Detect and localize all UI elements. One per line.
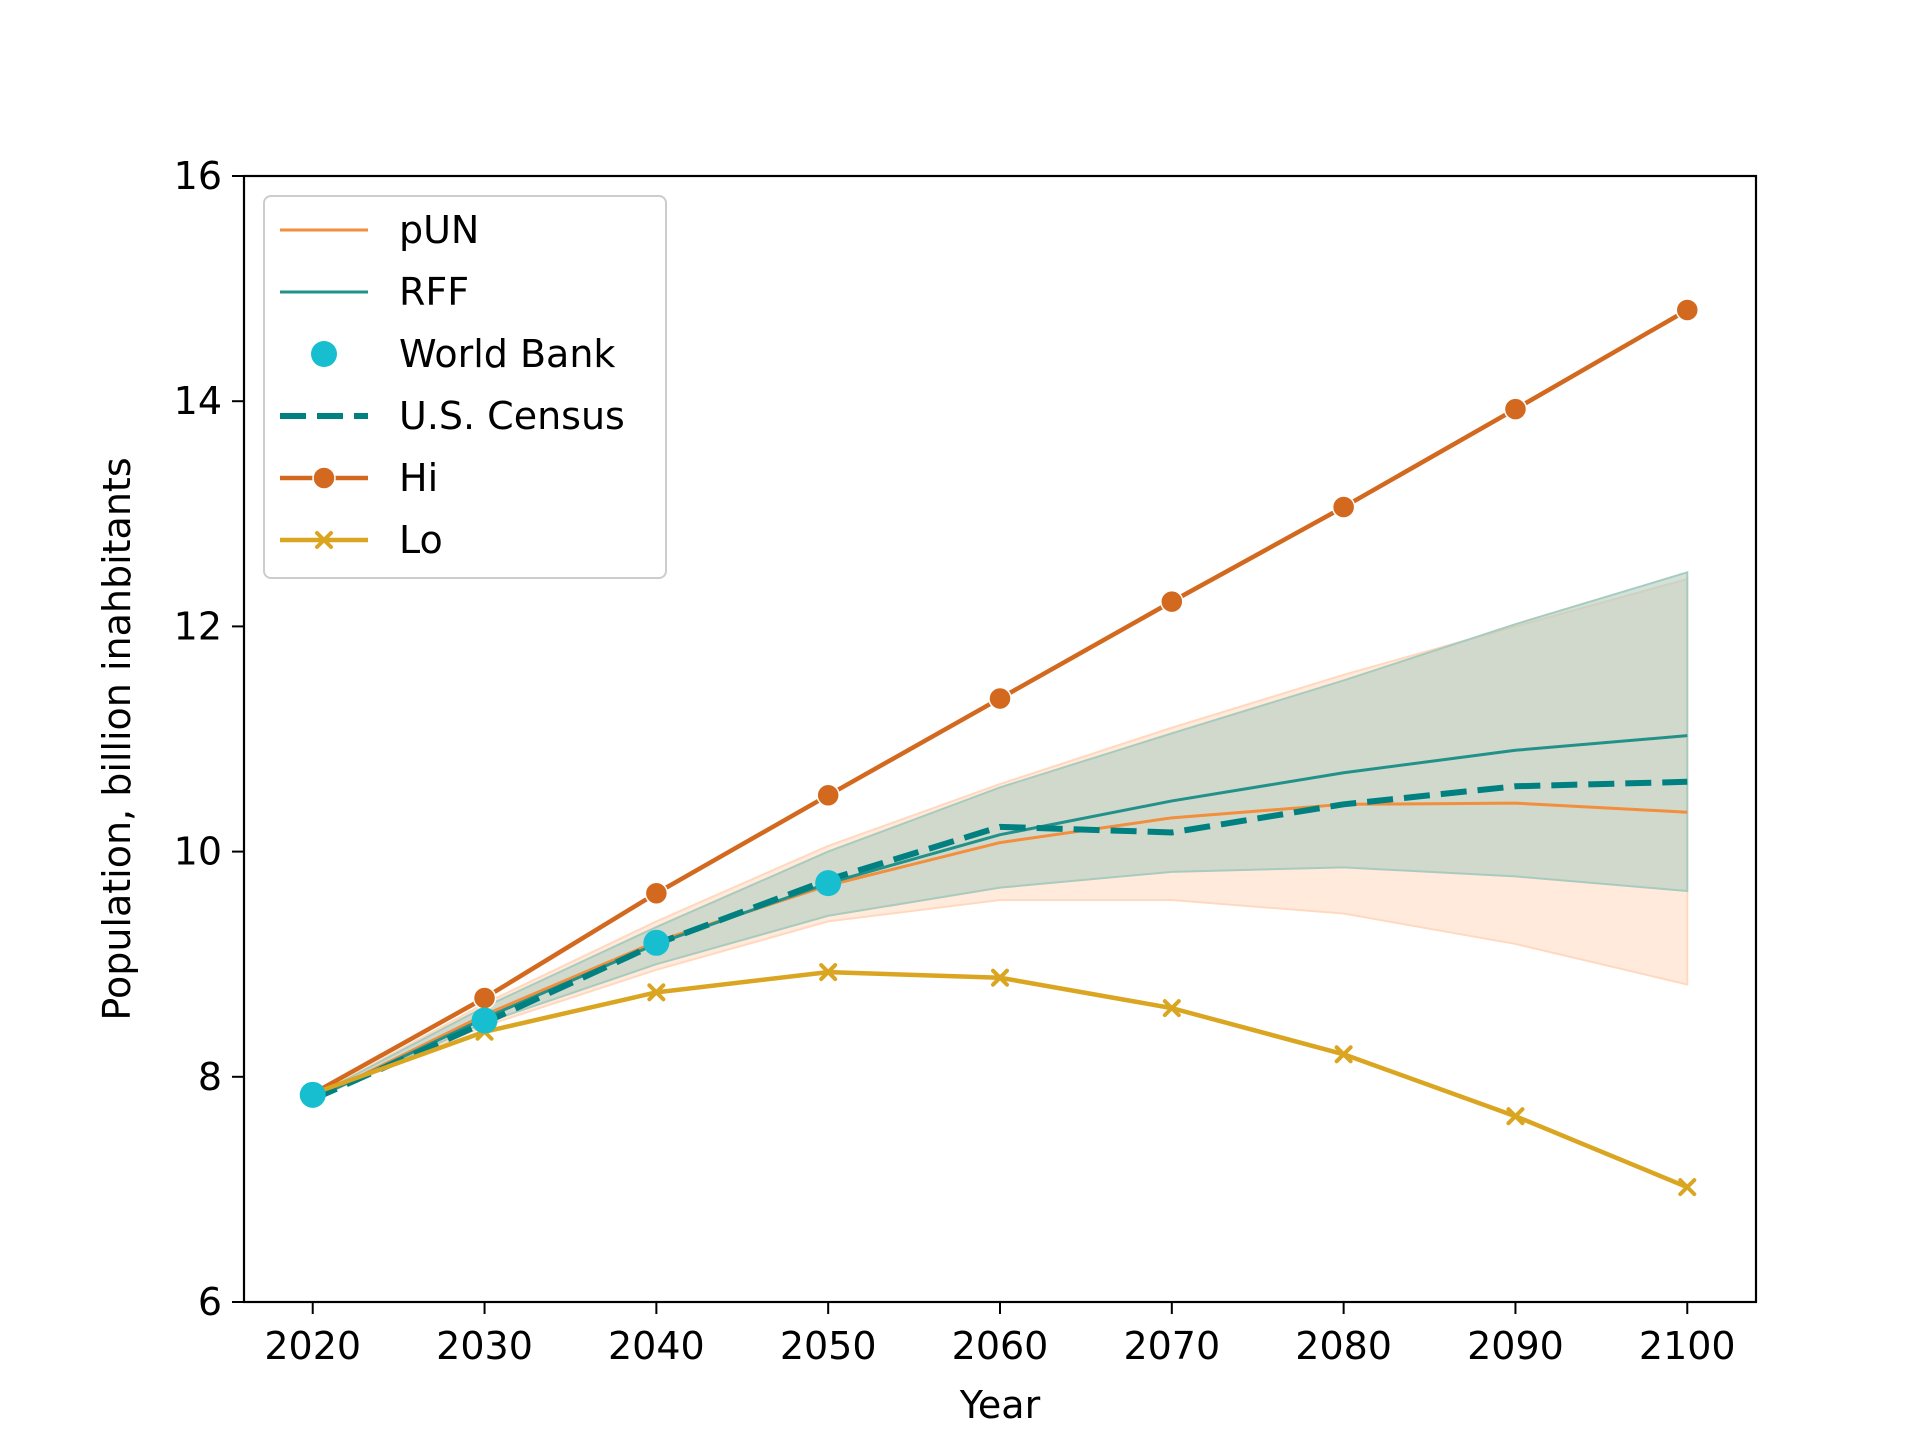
y-axis-title: Population, billion inahbitants <box>95 457 139 1020</box>
lo-marker <box>1678 1178 1697 1197</box>
legend-hi-marker <box>312 466 336 490</box>
series-markers <box>299 298 1700 1197</box>
hi-marker <box>1331 495 1356 519</box>
legend-rff-label: RFF <box>399 270 469 314</box>
lo-marker <box>819 963 838 982</box>
y-tick-label: 16 <box>174 154 222 198</box>
x-tick-label: 2030 <box>436 1324 533 1368</box>
lo-marker <box>1162 999 1181 1018</box>
hi-marker <box>1503 397 1528 421</box>
y-axis-ticks: 6 8 10 12 14 16 <box>174 154 244 1324</box>
legend: pUN RFF World Bank U.S. Census Hi Lo <box>263 195 667 579</box>
hi-marker <box>1160 589 1184 614</box>
hi-marker <box>1675 298 1700 322</box>
x-tick-label: 2090 <box>1467 1324 1564 1368</box>
x-tick-label: 2060 <box>952 1324 1049 1368</box>
legend-lo-marker <box>315 531 333 549</box>
legend-pun-label: pUN <box>399 208 479 252</box>
y-tick-label: 14 <box>174 379 222 423</box>
pun-line <box>312 801 1688 1101</box>
x-tick-label: 2050 <box>780 1324 877 1368</box>
x-axis-title: Year <box>959 1383 1041 1427</box>
hi-marker <box>472 986 497 1010</box>
legend-lo-label: Lo <box>399 518 443 562</box>
lo-marker <box>1334 1045 1353 1064</box>
legend-u-s-census-label: U.S. Census <box>399 394 625 438</box>
x-tick-label: 2100 <box>1639 1324 1736 1368</box>
legend-world-bank-swatch <box>311 341 337 367</box>
legend-hi-label: Hi <box>399 456 438 500</box>
world-bank-point <box>815 870 842 897</box>
y-tick-label: 8 <box>198 1055 222 1099</box>
x-tick-label: 2080 <box>1295 1324 1392 1368</box>
world-bank-point <box>643 929 670 956</box>
hi-marker <box>644 881 669 906</box>
world-bank-point <box>299 1081 326 1108</box>
lo-marker <box>991 968 1009 987</box>
hi-marker <box>816 783 840 808</box>
x-axis-ticks: 2020 2030 2040 2050 2060 2070 2080 2090 2100 <box>264 1302 1736 1368</box>
lo-marker <box>647 983 666 1002</box>
hi-marker <box>988 686 1012 711</box>
x-tick-label: 2020 <box>264 1324 361 1368</box>
x-tick-label: 2070 <box>1123 1324 1220 1368</box>
u-s-census-line <box>311 778 1688 1103</box>
lo-marker <box>1506 1107 1525 1126</box>
rff-line <box>312 734 1688 1101</box>
legend-box <box>263 195 667 579</box>
y-tick-label: 6 <box>198 1280 222 1324</box>
y-tick-label: 12 <box>174 604 222 648</box>
world-bank-point <box>471 1007 498 1034</box>
y-tick-label: 10 <box>174 830 222 874</box>
legend-world-bank-label: World Bank <box>399 332 615 376</box>
x-tick-label: 2040 <box>608 1324 705 1368</box>
